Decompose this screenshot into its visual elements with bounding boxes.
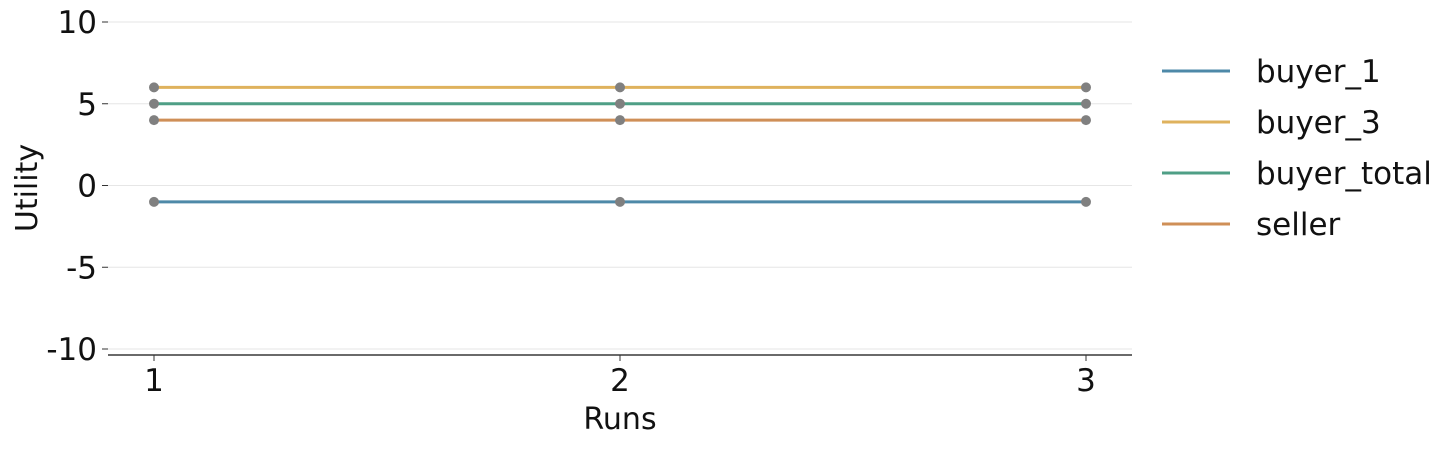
- legend-label: buyer_total: [1256, 156, 1432, 192]
- x-tick-label: 1: [144, 363, 164, 399]
- data-point-seller: [149, 115, 159, 126]
- y-tick-label: -5: [66, 250, 97, 286]
- legend-label: buyer_1: [1256, 54, 1381, 90]
- x-tick-label: 2: [610, 363, 630, 399]
- data-point-seller: [615, 115, 625, 126]
- data-point-buyer-1: [149, 196, 159, 207]
- data-point-buyer-1: [1081, 196, 1091, 207]
- y-tick-label: 0: [77, 169, 97, 205]
- y-axis: 10 5 0 -5 -10: [46, 5, 108, 368]
- legend-item-buyer-3: buyer_3: [1162, 105, 1381, 141]
- x-tick-label: 3: [1076, 363, 1096, 399]
- grid-lines: [108, 21, 1132, 350]
- legend-label: buyer_3: [1256, 105, 1381, 141]
- data-markers: [149, 82, 1091, 207]
- legend-label: seller: [1256, 207, 1341, 243]
- y-tick-label: 10: [58, 5, 97, 41]
- data-point-buyer-3: [615, 82, 625, 93]
- legend-item-buyer-1: buyer_1: [1162, 54, 1381, 90]
- y-tick-label: -10: [46, 332, 97, 368]
- data-point-buyer-1: [615, 196, 625, 207]
- x-axis: 1 2 3: [108, 354, 1132, 399]
- legend-item-buyer-total: buyer_total: [1162, 156, 1432, 192]
- legend-item-seller: seller: [1162, 207, 1341, 243]
- data-point-buyer-3: [1081, 82, 1091, 93]
- y-axis-title: Utility: [10, 144, 45, 232]
- x-axis-title: Runs: [583, 402, 656, 437]
- data-point-seller: [1081, 115, 1091, 126]
- data-point-buyer-total: [149, 98, 159, 109]
- data-point-buyer-total: [615, 98, 625, 109]
- y-tick-label: 5: [77, 87, 97, 123]
- data-point-buyer-3: [149, 82, 159, 93]
- data-point-buyer-total: [1081, 98, 1091, 109]
